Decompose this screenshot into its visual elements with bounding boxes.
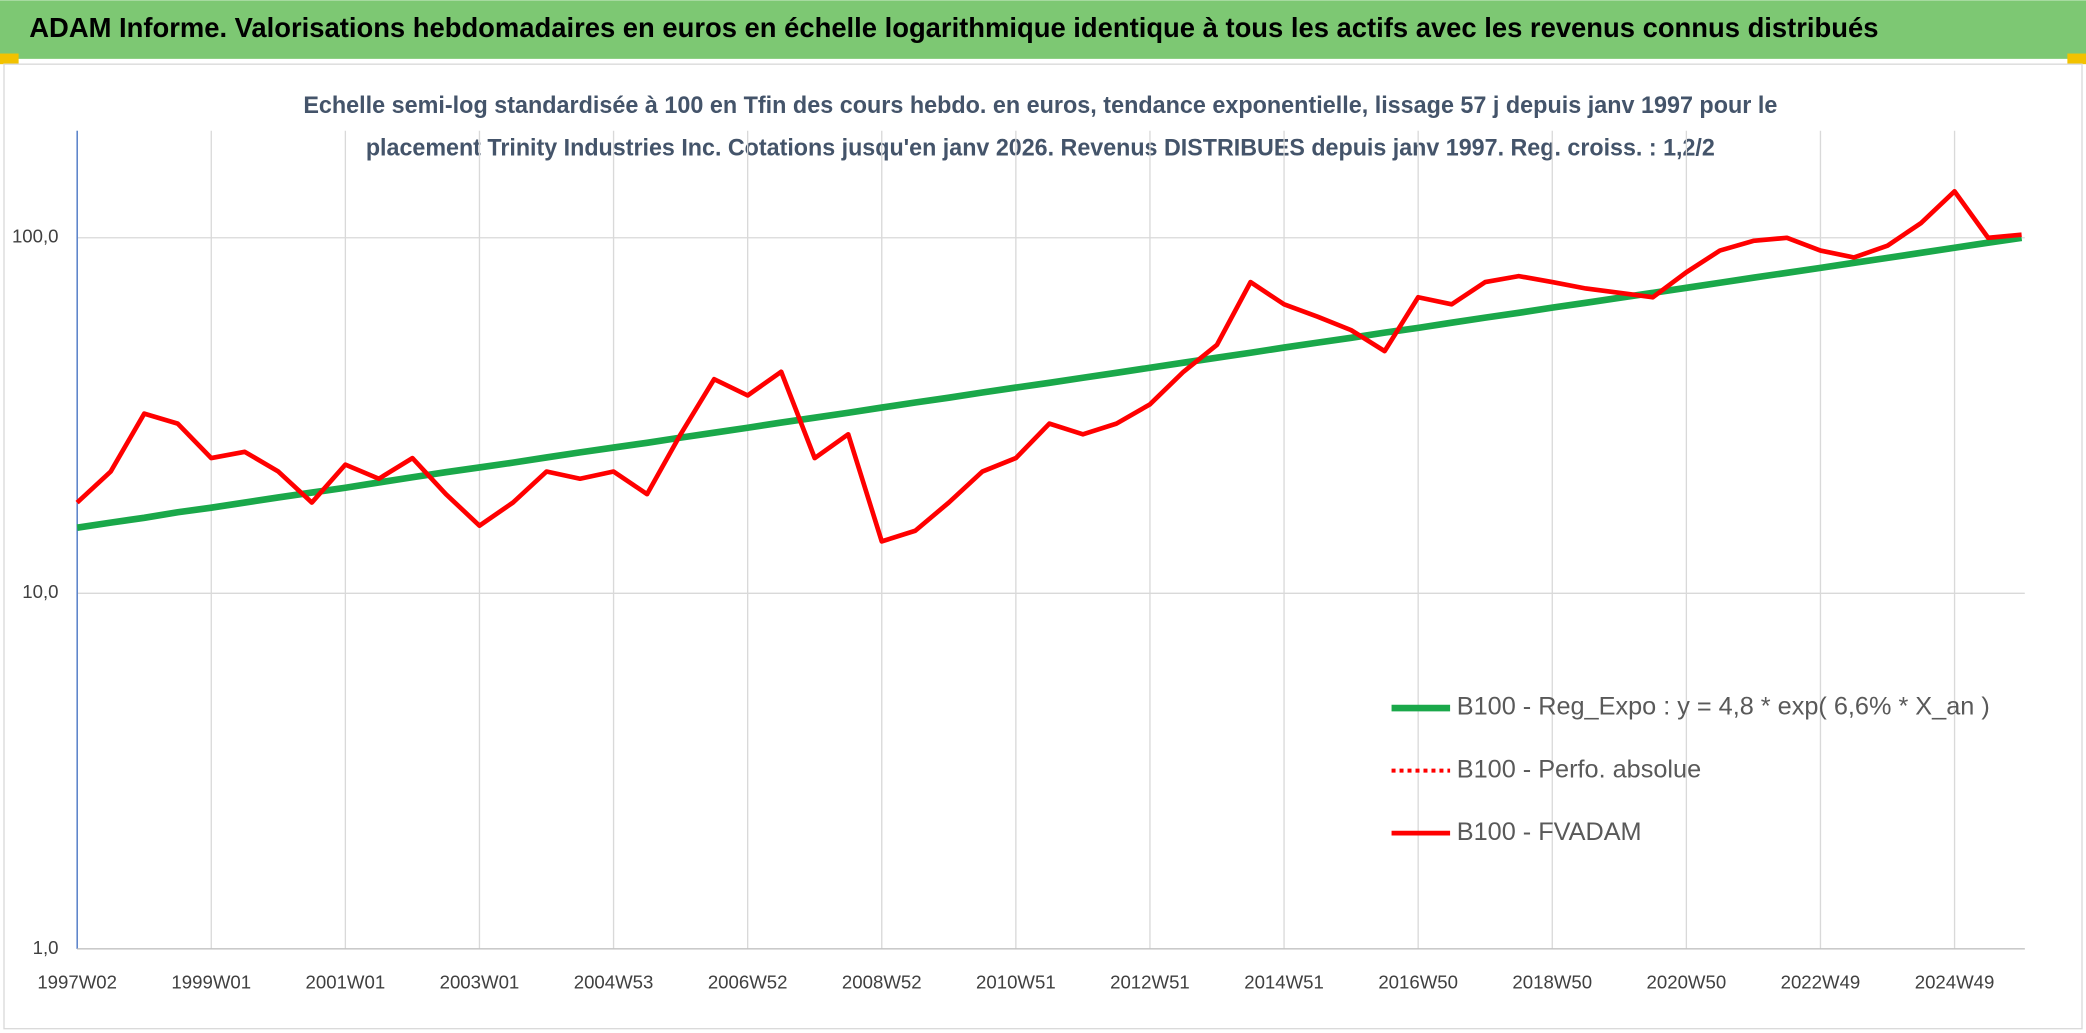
x-tick-label: 2022W49 — [1781, 971, 1861, 992]
corner — [2067, 53, 2086, 65]
x-tick-label: 2001W01 — [306, 971, 386, 992]
legend-label: B100 - Perfo. absolue — [1457, 755, 1701, 783]
x-tick-label: 1997W02 — [37, 971, 117, 992]
series-line — [75, 189, 2022, 544]
x-tick-label: 2024W49 — [1915, 971, 1995, 992]
series-line — [76, 234, 2023, 531]
chart-subtitle: Echelle semi-log standardisée à 100 en T… — [303, 92, 1777, 119]
chart-subtitle: placement Trinity Industries Inc. Cotati… — [366, 135, 1715, 162]
page-title: ADAM Informe. Valorisations hebdomadaire… — [29, 12, 1878, 43]
chart-frame — [3, 63, 2083, 1030]
y-tick-label: 1,0 — [33, 937, 59, 958]
corner — [0, 53, 19, 65]
x-tick-label: 2016W50 — [1378, 971, 1458, 992]
x-tick-label: 1999W01 — [171, 971, 251, 992]
y-tick-label: 100,0 — [12, 226, 59, 247]
x-tick-label: 2006W52 — [708, 971, 788, 992]
header-bar — [0, 0, 2086, 59]
x-tick-label: 2014W51 — [1244, 971, 1324, 992]
x-tick-label: 2018W50 — [1512, 971, 1592, 992]
x-tick-label: 2004W53 — [574, 971, 654, 992]
legend-label: B100 - FVADAM — [1457, 818, 1642, 846]
x-tick-label: 2008W52 — [842, 971, 922, 992]
legend-label: B100 - Reg_Expo : y = 4,8 * exp( 6,6% * … — [1457, 693, 1990, 721]
x-tick-label: 2012W51 — [1110, 971, 1190, 992]
x-tick-label: 2020W50 — [1647, 971, 1727, 992]
x-tick-label: 2003W01 — [440, 971, 520, 992]
y-tick-label: 10,0 — [22, 581, 58, 602]
x-tick-label: 2010W51 — [976, 971, 1056, 992]
